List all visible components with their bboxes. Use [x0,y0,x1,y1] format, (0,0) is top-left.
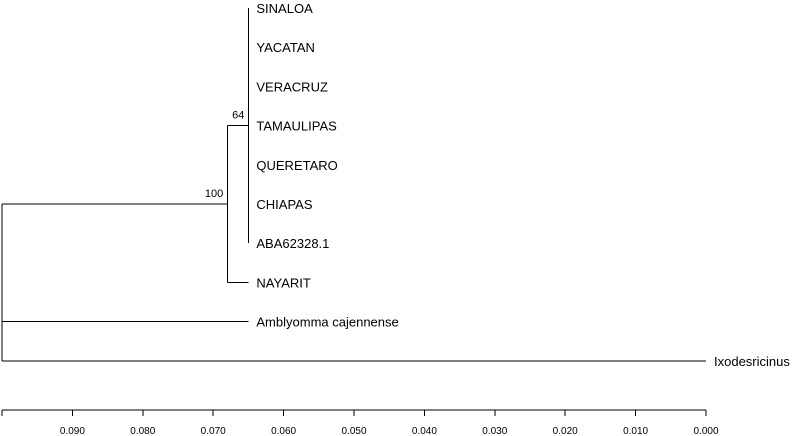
leaf-label-veracruz: VERACRUZ [256,79,328,94]
leaf-label-yacatan: YACATAN [256,40,315,55]
support-labels: 64 100 [205,110,244,200]
scale-tick-label: 0.090 [60,426,85,436]
scale-tick-label: 0.020 [553,426,578,436]
scale-tick-label: 0.070 [201,426,226,436]
scale-tick-label: 0.040 [412,426,437,436]
leaf-labels: SINALOA YACATAN VERACRUZ TAMAULIPAS QUERETAR… [256,1,790,369]
scale-tick-label: 0.050 [341,426,366,436]
leaf-label-nayarit: NAYARIT [256,275,310,290]
support-value-inner: 64 [232,110,244,122]
scale-tick-label: 0.080 [130,426,155,436]
scale-tick-label: 0.010 [623,426,648,436]
leaf-label-aba62328: ABA62328.1 [256,236,329,251]
leaf-label-ixodes: Ixodesricinus [714,354,790,369]
leaf-label-chiapas: CHIAPAS [256,197,312,212]
leaf-label-queretaro: QUERETARO [256,158,337,173]
tree-branches [1,8,706,362]
leaf-label-sinaloa: SINALOA [256,1,313,16]
leaf-label-tamaulipas: TAMAULIPAS [256,119,337,134]
scale-tick-label: 0.000 [693,426,718,436]
support-value-ingroup: 100 [205,188,223,200]
scale-axis: 0.090 0.080 0.070 0.060 0.050 0.040 0.030 0.020… [1,409,719,436]
scale-tick-label: 0.030 [482,426,507,436]
leaf-label-amblyomma: Amblyomma cajennense [256,315,398,330]
scale-tick-label: 0.060 [271,426,296,436]
